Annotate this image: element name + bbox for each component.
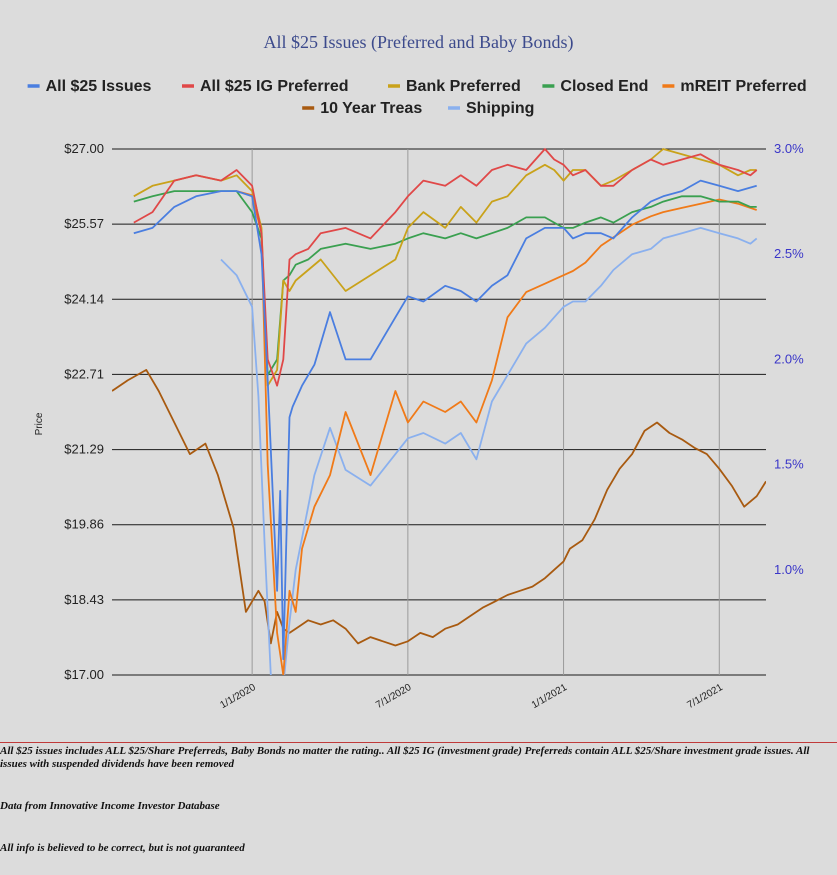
y2-tick-label: 1.5% <box>774 457 804 472</box>
legend-label: All $25 IG Preferred <box>200 78 349 95</box>
y-tick-label: $22.71 <box>64 366 104 381</box>
legend-label: All $25 Issues <box>46 78 152 95</box>
x-tick-label: 1/1/2020 <box>218 682 258 711</box>
y2-tick-label: 3.0% <box>774 141 804 156</box>
x-tick-label: 7/1/2021 <box>686 682 726 711</box>
series-line <box>133 190 757 377</box>
y-tick-label: $21.29 <box>64 442 104 457</box>
x-tick-label: 7/1/2020 <box>374 682 414 711</box>
y-tick-label: $25.57 <box>64 216 104 231</box>
chart: All $25 Issues (Preferred and Baby Bonds… <box>27 32 807 711</box>
series-line <box>133 179 757 661</box>
y2-tick-label: 2.5% <box>774 246 804 261</box>
y-tick-label: $17.00 <box>64 667 104 682</box>
legend-label: Shipping <box>466 100 534 117</box>
legend-label: Closed End <box>560 78 648 95</box>
legend-label: 10 Year Treas <box>320 100 422 117</box>
x-tick-label: 1/1/2021 <box>530 682 570 711</box>
footnotes: All $25 issues includes ALL $25/Share Pr… <box>0 742 837 875</box>
series-line <box>236 190 757 675</box>
y-tick-label: $19.86 <box>64 517 104 532</box>
footnote-disclaimer: All info is believed to be correct, but … <box>0 842 245 854</box>
series-group <box>112 148 766 675</box>
y-tick-label: $18.43 <box>64 592 104 607</box>
series-line <box>112 368 766 647</box>
y-axis-label: Price <box>34 412 45 435</box>
y-tick-label: $24.14 <box>64 291 104 306</box>
footnote-methodology: All $25 issues includes ALL $25/Share Pr… <box>0 745 810 770</box>
series-line <box>133 148 757 387</box>
chart-title: All $25 Issues (Preferred and Baby Bonds… <box>264 32 574 53</box>
legend-label: Bank Preferred <box>406 78 521 95</box>
footnote-data-source: Data from Innovative Income Investor Dat… <box>0 800 220 812</box>
y-tick-label: $27.00 <box>64 141 104 156</box>
y2-tick-label: 1.0% <box>774 562 804 577</box>
series-line <box>133 148 758 387</box>
chart-svg: All $25 Issues (Preferred and Baby Bonds… <box>27 32 807 711</box>
legend-label: mREIT Preferred <box>680 78 806 95</box>
series-line <box>220 226 758 675</box>
y2-tick-label: 2.0% <box>774 351 804 366</box>
